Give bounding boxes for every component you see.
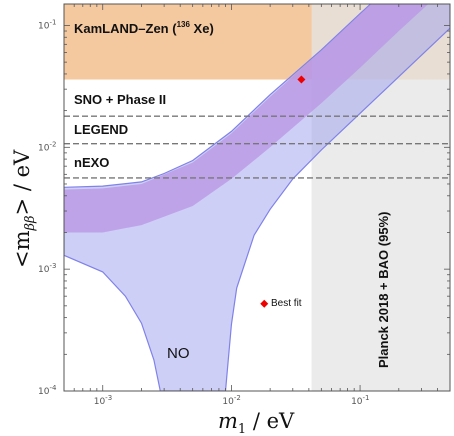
sno-phase-ii-label: SNO + Phase II [74,92,166,107]
x-axis-label: m1 / eV [218,409,295,436]
best-fit-label: Best fit [271,298,302,309]
y-tick-label-0: 10-4 [38,384,57,397]
planck-bao-label: Planck 2018 + BAO (95%) [376,212,391,368]
y-tick-label-1: 10-3 [38,262,56,275]
data-point-1 [297,75,306,84]
legend-experiment-label: LEGEND [74,122,128,137]
plot-area [64,4,450,391]
y-tick-label-2: 10-2 [38,140,56,153]
axis-ticks: 10-3 10-2 10-1 10-4 10-3 10-2 10-1 [38,4,451,407]
normal-ordering-inner-band [64,4,429,233]
x-tick-label-2: 10-1 [351,394,369,407]
data-point-0 [260,299,269,308]
x-tick-label-1: 10-2 [222,394,240,407]
y-axis-label: <mββ> / eV [10,149,38,268]
no-region-label: NO [167,345,190,362]
normal-ordering-band [64,4,450,391]
kamland-zen-label: KamLAND–Zen (136 Xe) [74,20,214,36]
x-tick-label-0: 10-3 [94,394,112,407]
plot-frame [63,3,451,392]
y-tick-label-3: 10-1 [38,18,56,31]
nexo-label: nEXO [74,155,109,170]
